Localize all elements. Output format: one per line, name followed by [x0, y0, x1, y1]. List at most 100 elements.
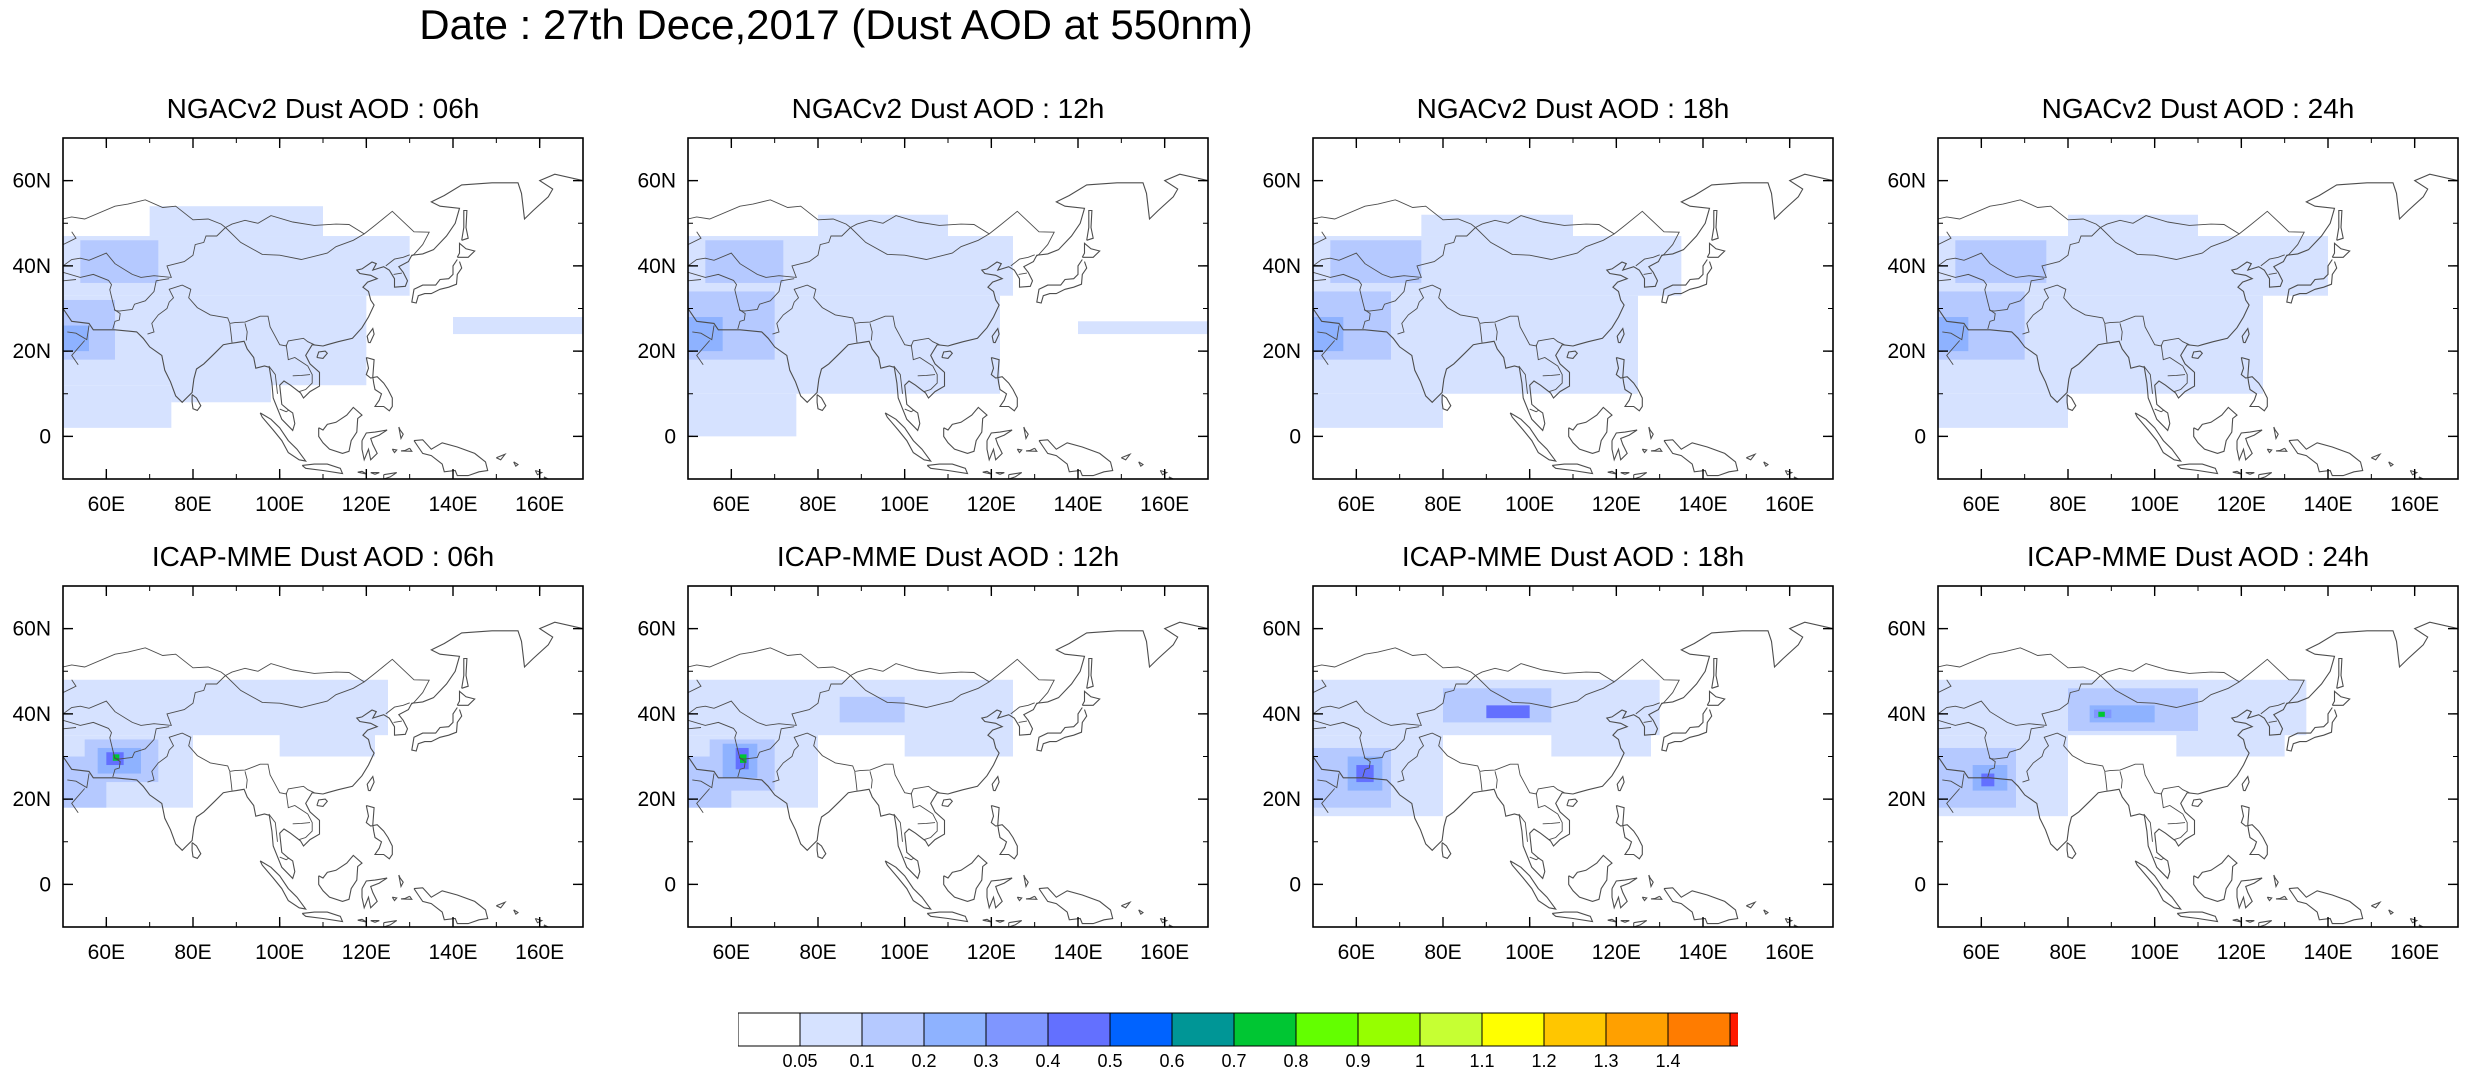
map-panel-ngac-24: 60E 80E 100E 120E 140E 160E 0 20N 40N 60N	[1887, 137, 2459, 516]
colorbar-segment	[1605, 1012, 1669, 1047]
coastline	[2066, 394, 2077, 412]
coastline	[1661, 707, 1713, 752]
coastline	[1138, 461, 1144, 468]
country-border	[2167, 374, 2186, 377]
coastline	[2134, 412, 2182, 462]
coastline	[2241, 775, 2250, 792]
country-border	[1518, 813, 1528, 842]
colorbar-label: 0.1	[849, 1051, 874, 1071]
country-border	[688, 647, 852, 726]
lat-tick-label: 40N	[637, 703, 676, 726]
country-border	[1317, 325, 1340, 341]
colorbar-segment	[738, 1012, 801, 1047]
country-border	[1475, 215, 1616, 260]
country-border	[772, 732, 940, 795]
coastline	[316, 350, 329, 359]
coastline	[370, 472, 380, 475]
coastline	[982, 918, 992, 923]
country-border	[244, 323, 248, 341]
dust-aod-cell	[1955, 240, 2047, 283]
panel-title: ICAP-MME Dust AOD : 24h	[2026, 541, 2370, 572]
coastline	[1648, 874, 1654, 889]
country-border	[854, 771, 858, 791]
lon-tick-label: 120E	[967, 941, 1016, 964]
country-border	[1313, 199, 1477, 278]
coastline	[63, 621, 583, 880]
lon-tick-label: 100E	[1505, 941, 1554, 964]
country-border	[2100, 663, 2241, 708]
lon-tick-label: 120E	[2217, 941, 2266, 964]
country-border	[63, 727, 77, 730]
colorbar-label: 0.4	[1035, 1051, 1060, 1071]
country-border	[1535, 792, 1563, 841]
lon-tick-label: 160E	[1140, 493, 1189, 516]
country-border	[1494, 323, 1498, 341]
coastline	[513, 461, 519, 468]
coastline	[2258, 472, 2273, 479]
country-border	[904, 408, 915, 413]
country-border	[772, 284, 940, 347]
lat-tick-label: 60N	[637, 170, 676, 193]
panel-title: ICAP-MME Dust AOD : 18h	[1401, 541, 1745, 572]
coastline	[259, 412, 307, 462]
coastline	[2240, 356, 2268, 412]
panel-title: ICAP-MME Dust AOD : 12h	[776, 541, 1120, 572]
country-border	[112, 757, 121, 778]
country-border	[917, 822, 936, 825]
coastline	[365, 804, 393, 860]
country-border	[1938, 719, 2045, 760]
country-border	[988, 210, 1055, 257]
colorbar-label: 1.4	[1655, 1051, 1680, 1071]
lon-tick-label: 80E	[1424, 493, 1461, 516]
coastline	[2245, 920, 2255, 923]
country-border	[268, 813, 278, 842]
coastline	[2288, 887, 2364, 925]
coastline	[982, 470, 992, 475]
lon-tick-label: 100E	[2130, 493, 2179, 516]
lon-tick-label: 80E	[2049, 941, 2086, 964]
coastline	[316, 798, 329, 807]
lon-tick-label: 160E	[2390, 941, 2439, 964]
coastline	[1023, 426, 1029, 441]
colorbar-segment	[1109, 1012, 1173, 1047]
coastline	[357, 918, 367, 923]
colorbar-segment	[985, 1012, 1049, 1047]
country-border	[1938, 279, 1952, 282]
lat-tick-label: 20N	[637, 340, 676, 363]
coastline	[1938, 621, 2458, 880]
country-border	[688, 231, 702, 246]
coastline	[1008, 920, 1023, 927]
coastline	[191, 394, 202, 412]
coastline	[365, 356, 393, 412]
coastline	[2388, 461, 2394, 468]
coastline	[1568, 406, 1613, 454]
colorbar-segment	[923, 1012, 987, 1047]
coastline	[2286, 707, 2338, 752]
country-border	[279, 408, 290, 413]
lat-tick-label: 60N	[12, 618, 51, 641]
coastline	[1607, 470, 1617, 475]
country-border	[737, 757, 746, 778]
map-panel-icap-24: 60E 80E 100E 120E 140E 160E 0 20N 40N 60N	[1887, 585, 2459, 964]
lat-tick-label: 20N	[1262, 340, 1301, 363]
country-border	[285, 344, 313, 393]
coastline	[2066, 842, 2077, 860]
country-border	[63, 279, 77, 282]
coastline	[2176, 911, 2219, 923]
coastline	[2336, 209, 2344, 241]
coastline	[2134, 860, 2182, 910]
lon-tick-label: 80E	[174, 493, 211, 516]
coastline	[1611, 429, 1638, 462]
lat-tick-label: 40N	[1262, 255, 1301, 278]
coastline	[2273, 426, 2279, 441]
coastline	[1650, 447, 1663, 452]
country-border	[63, 647, 227, 726]
country-border	[893, 365, 903, 394]
lat-tick-label: 0	[1914, 873, 1926, 896]
country-border	[225, 663, 366, 708]
country-border	[893, 813, 903, 842]
country-border	[917, 374, 936, 377]
country-border	[2167, 822, 2186, 825]
coastline	[943, 406, 988, 454]
lat-tick-label: 40N	[1262, 703, 1301, 726]
